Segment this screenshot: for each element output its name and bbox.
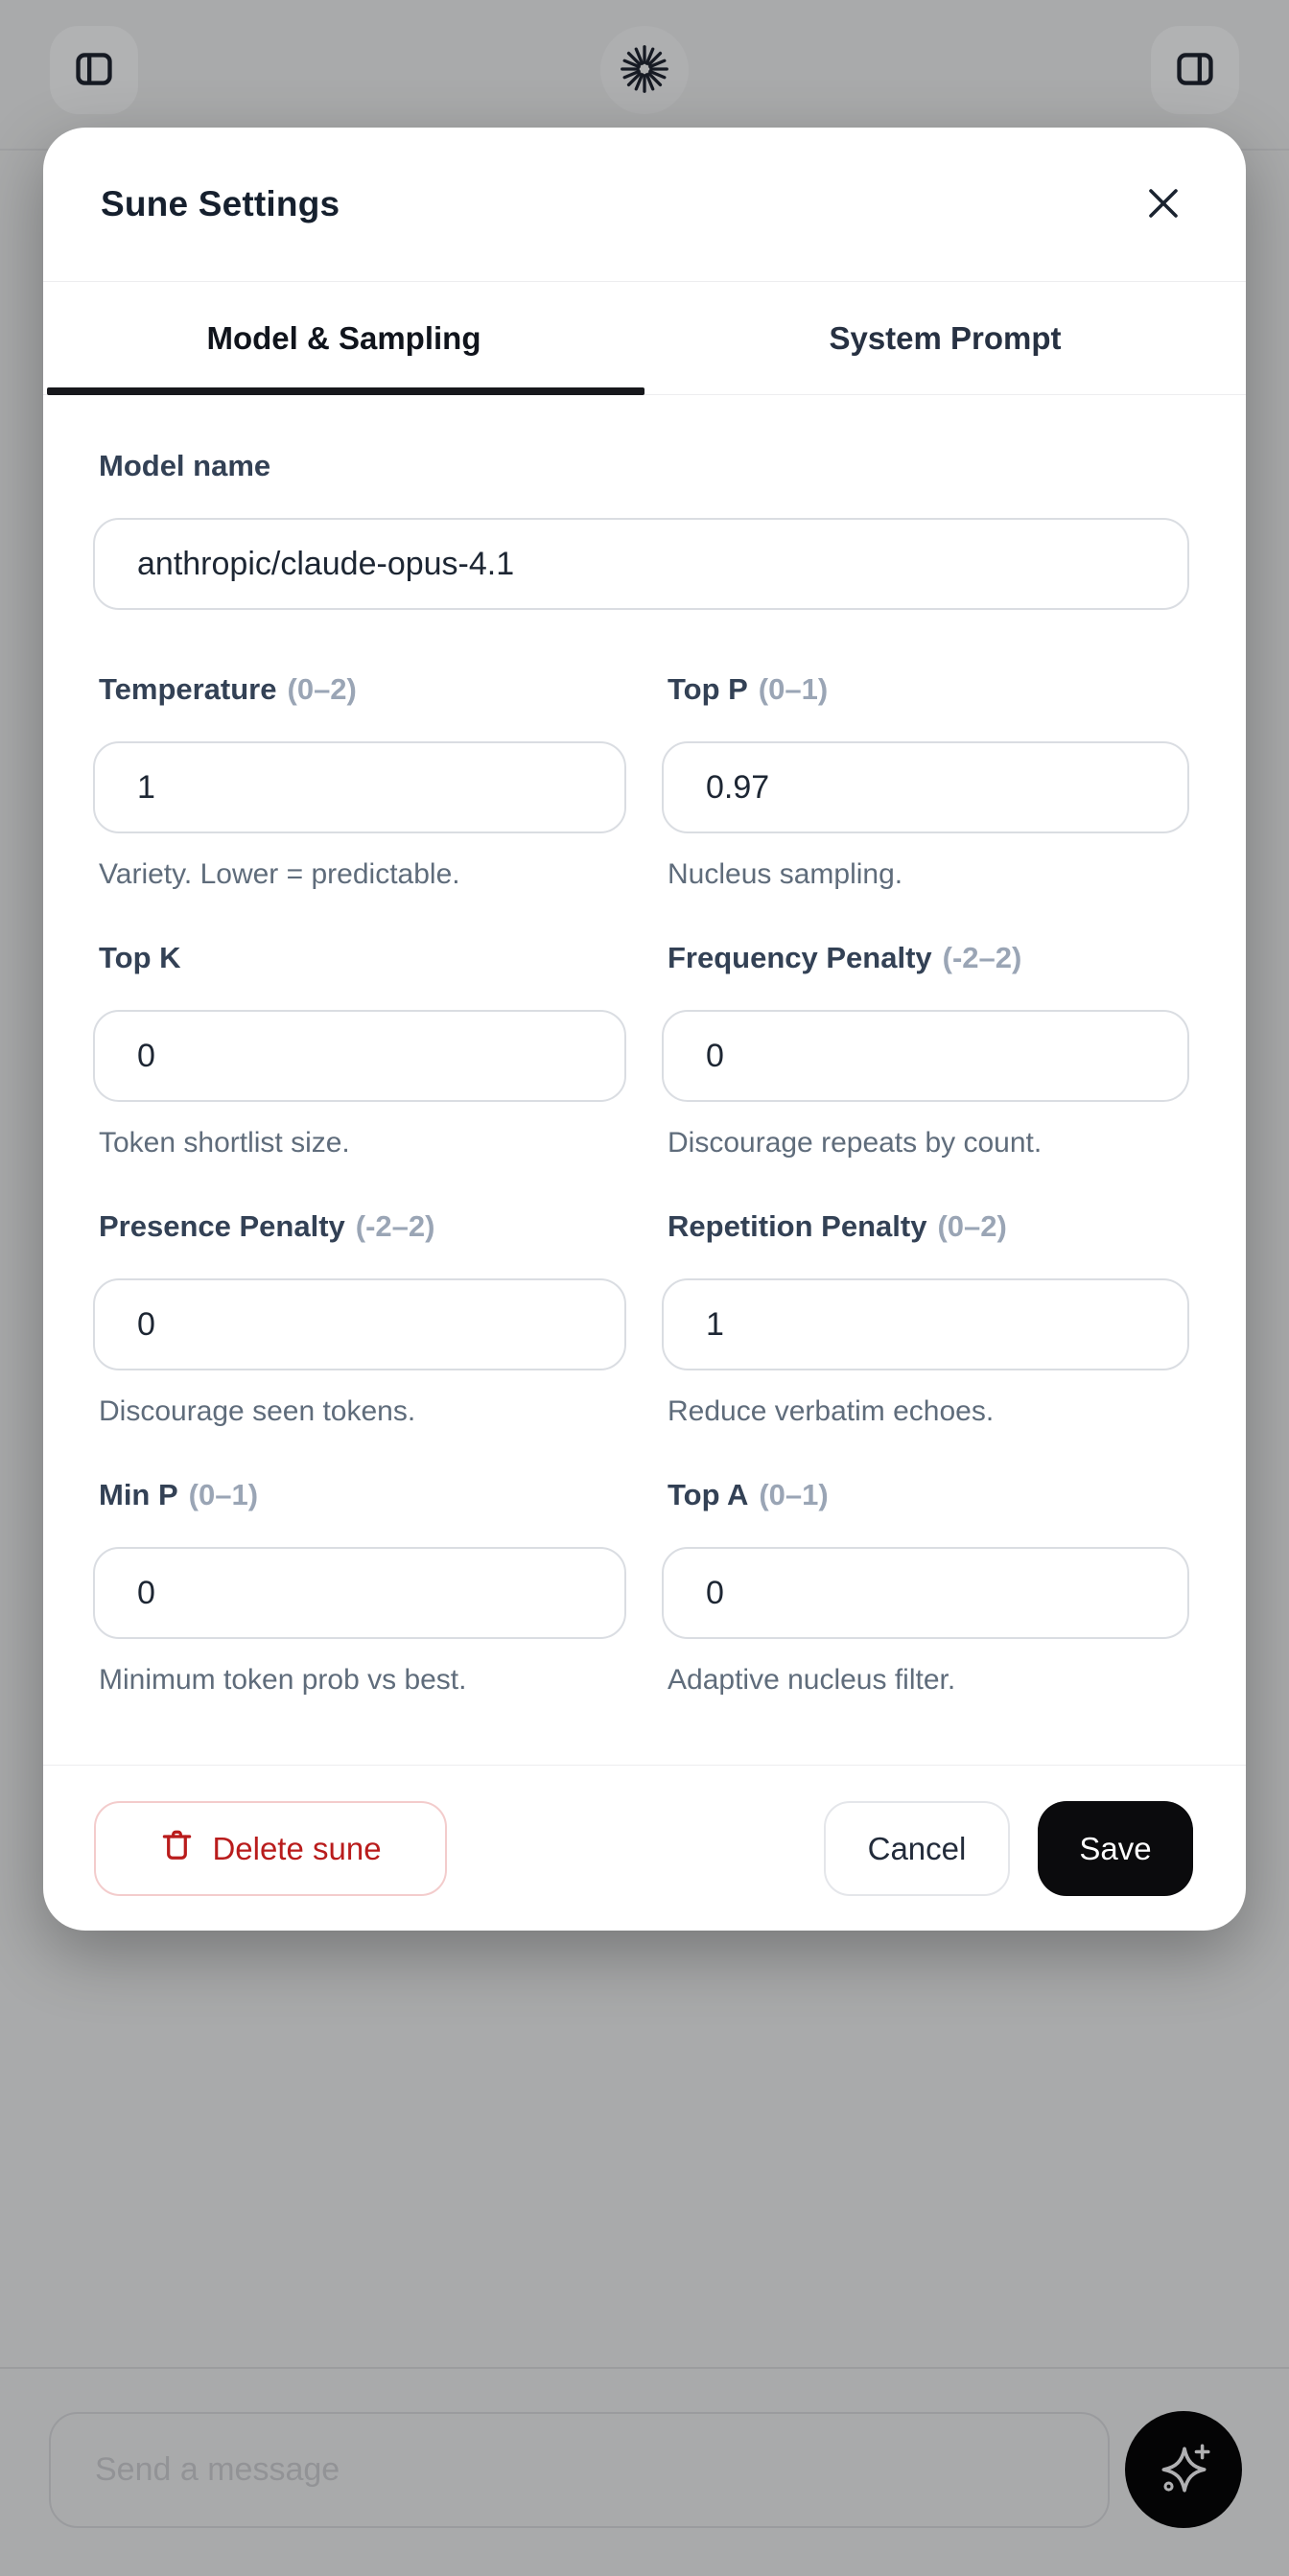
top-k-field: Top K Token shortlist size. xyxy=(93,941,626,1159)
sune-settings-dialog: Sune Settings Model & Sampling System Pr… xyxy=(43,128,1246,1931)
temperature-range: (0–2) xyxy=(287,672,357,706)
trash-icon xyxy=(159,1827,195,1870)
frequency-penalty-range: (-2–2) xyxy=(942,941,1022,974)
repetition-penalty-help: Reduce verbatim echoes. xyxy=(668,1395,995,1427)
sparkle-icon xyxy=(1152,2437,1215,2503)
repetition-penalty-input[interactable] xyxy=(662,1278,1189,1370)
top-a-range: (0–1) xyxy=(759,1478,829,1511)
top-a-label: Top A xyxy=(668,1478,749,1511)
presence-penalty-help: Discourage seen tokens. xyxy=(99,1395,416,1427)
presence-penalty-range: (-2–2) xyxy=(355,1209,435,1243)
top-k-input[interactable] xyxy=(93,1010,626,1102)
close-icon xyxy=(1143,183,1184,226)
field-label: Min P (0–1) xyxy=(93,1478,626,1516)
temperature-field: Temperature (0–2) Variety. Lower = predi… xyxy=(93,672,626,891)
top-a-input[interactable] xyxy=(662,1547,1189,1639)
composer-divider xyxy=(0,2367,1289,2369)
sidebar-toggle-button[interactable] xyxy=(50,26,138,114)
message-input[interactable] xyxy=(49,2412,1110,2528)
top-p-input[interactable] xyxy=(662,741,1189,833)
top-k-label: Top K xyxy=(99,941,181,974)
active-tab-underline xyxy=(47,387,644,395)
field-label: Top K xyxy=(93,941,626,979)
temperature-label: Temperature xyxy=(99,672,277,706)
field-label: Top P (0–1) xyxy=(662,672,1189,711)
presence-penalty-label: Presence Penalty xyxy=(99,1209,345,1243)
cancel-button[interactable]: Cancel xyxy=(824,1801,1010,1896)
top-a-field: Top A (0–1) Adaptive nucleus filter. xyxy=(662,1478,1189,1697)
right-panel-toggle-button[interactable] xyxy=(1151,26,1239,114)
repetition-penalty-label: Repetition Penalty xyxy=(668,1209,927,1243)
panel-right-icon xyxy=(1165,39,1225,102)
field-label: Repetition Penalty (0–2) xyxy=(662,1209,1189,1248)
sparkle-send-button[interactable] xyxy=(1125,2411,1242,2528)
min-p-label: Min P xyxy=(99,1478,178,1511)
app-logo-button[interactable] xyxy=(600,26,689,114)
tab-model-sampling[interactable]: Model & Sampling xyxy=(43,282,644,394)
temperature-help: Variety. Lower = predictable. xyxy=(99,858,460,890)
header-divider xyxy=(43,281,1246,282)
presence-penalty-input[interactable] xyxy=(93,1278,626,1370)
presence-penalty-field: Presence Penalty (-2–2) Discourage seen … xyxy=(93,1209,626,1428)
frequency-penalty-help: Discourage repeats by count. xyxy=(668,1127,1043,1159)
field-label: Top A (0–1) xyxy=(662,1478,1189,1516)
tab-bar: Model & Sampling System Prompt xyxy=(43,282,1246,395)
frequency-penalty-input[interactable] xyxy=(662,1010,1189,1102)
temperature-input[interactable] xyxy=(93,741,626,833)
field-label: Presence Penalty (-2–2) xyxy=(93,1209,626,1248)
field-label: Model name xyxy=(93,449,1189,487)
tab-system-prompt[interactable]: System Prompt xyxy=(644,282,1246,394)
top-p-range: (0–1) xyxy=(758,672,829,706)
delete-sune-button[interactable]: Delete sune xyxy=(94,1801,447,1896)
dialog-title: Sune Settings xyxy=(101,184,340,223)
min-p-field: Min P (0–1) Minimum token prob vs best. xyxy=(93,1478,626,1697)
top-p-field: Top P (0–1) Nucleus sampling. xyxy=(662,672,1189,891)
repetition-penalty-range: (0–2) xyxy=(937,1209,1007,1243)
field-label: Temperature (0–2) xyxy=(93,672,626,711)
top-p-label: Top P xyxy=(668,672,748,706)
starburst-icon xyxy=(615,39,674,102)
model-name-label: Model name xyxy=(99,449,271,482)
save-button[interactable]: Save xyxy=(1038,1801,1193,1896)
model-name-input[interactable] xyxy=(93,518,1189,610)
repetition-penalty-field: Repetition Penalty (0–2) Reduce verbatim… xyxy=(662,1209,1189,1428)
frequency-penalty-field: Frequency Penalty (-2–2) Discourage repe… xyxy=(662,941,1189,1159)
min-p-input[interactable] xyxy=(93,1547,626,1639)
delete-sune-label: Delete sune xyxy=(212,1830,382,1866)
model-name-field: Model name xyxy=(93,449,1189,610)
top-k-help: Token shortlist size. xyxy=(99,1127,350,1159)
panel-left-icon xyxy=(64,39,124,102)
min-p-range: (0–1) xyxy=(188,1478,259,1511)
frequency-penalty-label: Frequency Penalty xyxy=(668,941,932,974)
footer-divider xyxy=(43,1765,1246,1766)
field-label: Frequency Penalty (-2–2) xyxy=(662,941,1189,979)
top-p-help: Nucleus sampling. xyxy=(668,858,903,890)
close-button[interactable] xyxy=(1137,177,1190,231)
top-a-help: Adaptive nucleus filter. xyxy=(668,1664,956,1696)
min-p-help: Minimum token prob vs best. xyxy=(99,1664,467,1696)
